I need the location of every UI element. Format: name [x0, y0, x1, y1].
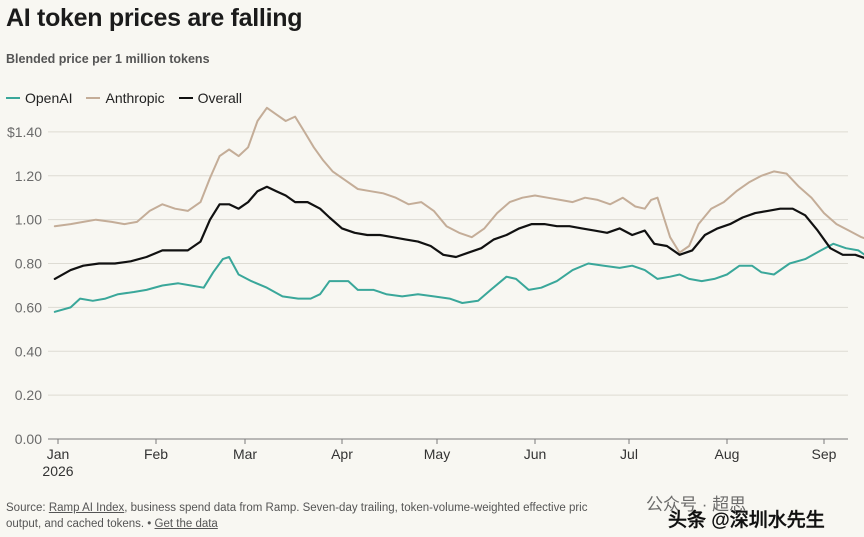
legend-swatch-overall — [178, 97, 193, 99]
y-tick-label: 0.80 — [15, 256, 42, 272]
legend-item-overall: Overall — [178, 90, 242, 106]
legend-label-overall: Overall — [197, 90, 242, 106]
legend-item-anthropic: Anthropic — [86, 90, 165, 106]
x-tick-label: Mar — [233, 446, 257, 462]
y-tick-label: 0.20 — [15, 387, 42, 403]
chart-title: AI token prices are falling — [6, 4, 303, 32]
legend-label-anthropic: Anthropic — [105, 90, 165, 106]
y-tick-label: 1.00 — [15, 212, 42, 228]
x-tick-label: Feb — [144, 446, 168, 462]
x-tick-label: Aug — [715, 446, 740, 462]
source-note: Source: Ramp AI Index, business spend da… — [6, 500, 646, 532]
x-tick-label: May — [424, 446, 450, 462]
source-text-line2: output, and cached tokens. • — [6, 518, 155, 530]
watermark-toutiao: 头条 @深圳水先生 — [668, 510, 825, 531]
legend: OpenAI Anthropic Overall — [6, 90, 242, 106]
ramp-ai-index-link[interactable]: Ramp AI Index — [48, 502, 125, 514]
get-the-data-link[interactable]: Get the data — [154, 518, 218, 530]
chart-subtitle: Blended price per 1 million tokens — [6, 52, 210, 66]
watermark-wechat: 公众号 · 超思 — [646, 495, 747, 514]
legend-swatch-openai — [6, 97, 20, 99]
line-chart: $1.40 1.20 1.00 0.80 0.60 0.40 0.20 0.00 Jan2026… — [7, 106, 864, 479]
legend-item-openai: OpenAI — [6, 90, 72, 106]
x-tick-label: Apr — [331, 446, 353, 462]
source-prefix: Source: — [6, 502, 49, 514]
y-tick-label: 1.20 — [15, 168, 42, 184]
y-tick-label: 0.00 — [15, 431, 42, 447]
x-tick-label: Jul — [620, 446, 638, 462]
y-tick-label: $1.40 — [7, 124, 42, 140]
legend-swatch-anthropic — [86, 97, 101, 99]
series-line-openai — [53, 242, 864, 313]
y-tick-label: 0.40 — [15, 343, 42, 359]
series-line-anthropic — [53, 106, 864, 254]
y-tick-label: 0.60 — [15, 299, 42, 315]
source-text: , business spend data from Ramp. Seven-d… — [124, 502, 588, 514]
x-tick-label: Jun — [524, 446, 547, 462]
x-tick-label: Jan — [47, 446, 70, 462]
x-tick-sublabel: 2026 — [42, 463, 73, 479]
series-line-overall — [53, 185, 864, 280]
legend-label-openai: OpenAI — [25, 90, 73, 106]
x-tick-label: Sep — [812, 446, 837, 462]
